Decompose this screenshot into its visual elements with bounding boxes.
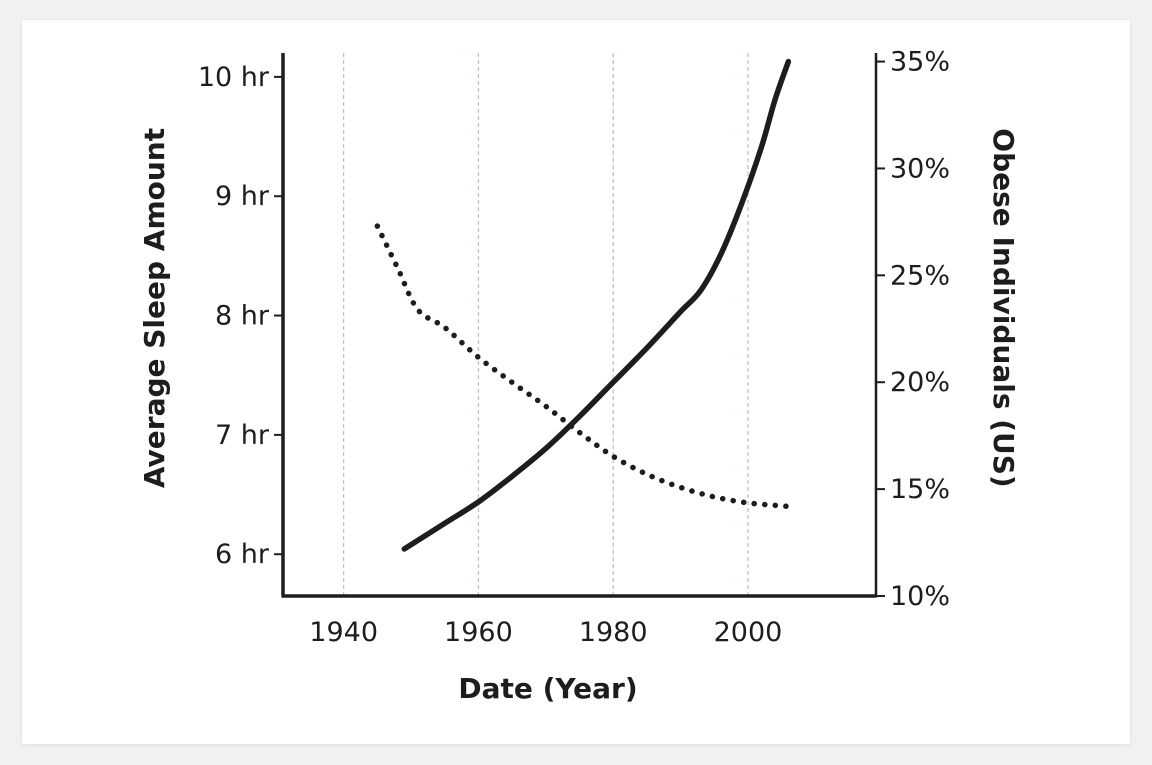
- left-y-axis-title: Average Sleep Amount: [138, 128, 171, 488]
- x-axis-title: Date (Year): [458, 672, 637, 705]
- right-y-tick-label: 30%: [890, 153, 950, 184]
- right-y-tick-label: 10%: [890, 581, 950, 612]
- right-y-axis-title: Obese Individuals (US): [987, 128, 1020, 487]
- x-tick-label: 1960: [444, 617, 513, 648]
- left-y-tick-label: 6 hr: [215, 539, 270, 570]
- series-dotted-sleep-line: [374, 223, 792, 510]
- chart-card: [22, 20, 1130, 744]
- series-solid-obesity-line: [401, 58, 792, 552]
- ticks-layer: 1940 1960 1980 2000 6 hr 7 hr 8 hr 9 hr 10 hr 10%…: [198, 47, 950, 648]
- right-y-tick-label: 15%: [890, 474, 950, 505]
- left-y-tick-label: 8 hr: [215, 301, 270, 332]
- left-y-tick-label: 10 hr: [198, 62, 270, 93]
- right-y-tick-label: 35%: [890, 47, 950, 78]
- gridlines: [343, 53, 749, 596]
- right-y-tick-label: 20%: [890, 367, 950, 398]
- x-tick-label: 1940: [309, 617, 378, 648]
- left-y-tick-label: 9 hr: [215, 181, 270, 212]
- x-tick-label: 1980: [579, 617, 648, 648]
- x-tick-label: 2000: [714, 617, 783, 648]
- series-layer: [374, 58, 792, 552]
- right-y-tick-label: 25%: [890, 260, 950, 291]
- axes-layer: [281, 53, 878, 598]
- left-y-tick-label: 7 hr: [215, 420, 270, 451]
